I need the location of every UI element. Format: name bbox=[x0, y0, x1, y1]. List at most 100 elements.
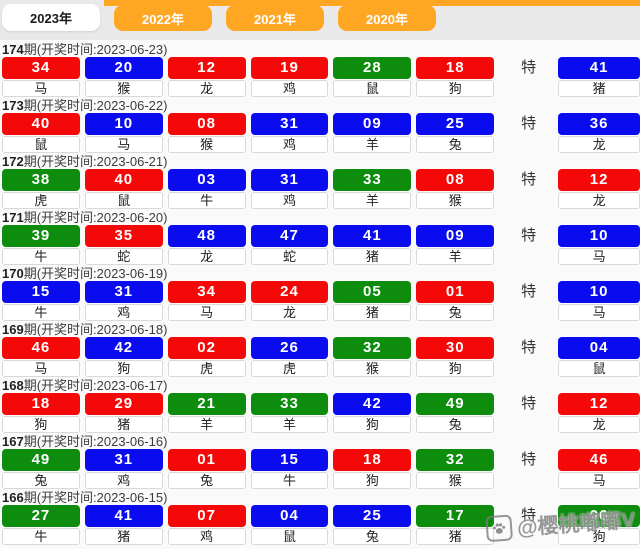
ball-column: 31 鸡 bbox=[250, 113, 329, 153]
number-ball: 42 bbox=[84, 337, 163, 359]
period-number: 172 bbox=[2, 154, 24, 169]
number-ball: 17 bbox=[416, 505, 495, 527]
zodiac-label: 兔 bbox=[416, 416, 495, 433]
ball-column: 35 蛇 bbox=[84, 225, 163, 265]
ball-column: 48 龙 bbox=[167, 225, 246, 265]
ball-column: 12 龙 bbox=[167, 57, 246, 97]
draw-block: 166期(开奖时间:2023-06-15) 27 牛 41 猪 07 鸡 04 … bbox=[2, 489, 640, 545]
draw-header: 167期(开奖时间:2023-06-16) bbox=[2, 435, 640, 448]
special-ball-column: 10 马 bbox=[558, 281, 640, 321]
zodiac-label: 龙 bbox=[558, 416, 640, 433]
number-ball: 04 bbox=[558, 337, 640, 359]
ball-column: 08 猴 bbox=[416, 169, 495, 209]
number-ball: 18 bbox=[333, 449, 412, 471]
special-separator-label: 特 bbox=[521, 451, 537, 468]
year-tab-2021[interactable]: 2021年 bbox=[226, 5, 324, 31]
number-ball: 09 bbox=[416, 225, 495, 247]
ball-column: 49 兔 bbox=[416, 393, 495, 433]
zodiac-label: 龙 bbox=[558, 192, 640, 209]
zodiac-label: 马 bbox=[558, 472, 640, 489]
zodiac-label: 牛 bbox=[2, 248, 80, 265]
zodiac-label: 猴 bbox=[84, 80, 163, 97]
top-accent-strip bbox=[104, 0, 640, 6]
draw-time: 期(开奖时间:2023-06-23) bbox=[23, 42, 168, 57]
number-ball: 20 bbox=[84, 57, 163, 79]
period-number: 166 bbox=[2, 490, 24, 505]
number-ball: 12 bbox=[167, 57, 246, 79]
ball-column: 40 鼠 bbox=[84, 169, 163, 209]
zodiac-label: 龙 bbox=[558, 136, 640, 153]
zodiac-label: 虎 bbox=[167, 360, 246, 377]
number-ball: 49 bbox=[2, 449, 80, 471]
number-ball: 01 bbox=[416, 281, 495, 303]
draw-time: 期(开奖时间:2023-06-17) bbox=[23, 378, 168, 393]
ball-column: 31 鸡 bbox=[84, 281, 163, 321]
year-tab-2020[interactable]: 2020年 bbox=[338, 5, 436, 31]
number-ball: 33 bbox=[333, 169, 412, 191]
zodiac-label: 猪 bbox=[558, 80, 640, 97]
special-separator-label: 特 bbox=[521, 171, 537, 188]
ball-column: 19 鸡 bbox=[250, 57, 329, 97]
zodiac-label: 狗 bbox=[333, 472, 412, 489]
zodiac-label: 鼠 bbox=[2, 136, 80, 153]
number-ball: 06 bbox=[558, 505, 640, 527]
zodiac-label: 兔 bbox=[167, 472, 246, 489]
draw-block: 169期(开奖时间:2023-06-18) 46 马 42 狗 02 虎 26 … bbox=[2, 321, 640, 377]
zodiac-label: 牛 bbox=[250, 472, 329, 489]
special-separator-label: 特 bbox=[521, 227, 537, 244]
special-ball-column: 12 龙 bbox=[558, 169, 640, 209]
number-ball: 31 bbox=[250, 169, 329, 191]
ball-column: 29 猪 bbox=[84, 393, 163, 433]
year-tab-2023[interactable]: 2023年 bbox=[2, 4, 100, 31]
number-ball: 27 bbox=[2, 505, 80, 527]
number-ball: 48 bbox=[167, 225, 246, 247]
number-ball: 04 bbox=[250, 505, 329, 527]
zodiac-label: 猪 bbox=[333, 248, 412, 265]
draw-time: 期(开奖时间:2023-06-15) bbox=[23, 490, 168, 505]
zodiac-label: 狗 bbox=[558, 528, 640, 545]
draw-time: 期(开奖时间:2023-06-16) bbox=[23, 434, 168, 449]
number-ball: 46 bbox=[558, 449, 640, 471]
zodiac-label: 羊 bbox=[333, 192, 412, 209]
number-ball: 12 bbox=[558, 169, 640, 191]
draw-results-list: 174期(开奖时间:2023-06-23) 34 马 20 猴 12 龙 19 … bbox=[0, 40, 640, 545]
ball-column: 30 狗 bbox=[416, 337, 495, 377]
number-ball: 28 bbox=[333, 57, 412, 79]
number-ball: 25 bbox=[416, 113, 495, 135]
special-separator-label: 特 bbox=[521, 507, 537, 524]
number-ball: 10 bbox=[558, 281, 640, 303]
draw-block: 168期(开奖时间:2023-06-17) 18 狗 29 猪 21 羊 33 … bbox=[2, 377, 640, 433]
draw-header: 171期(开奖时间:2023-06-20) bbox=[2, 211, 640, 224]
zodiac-label: 羊 bbox=[167, 416, 246, 433]
number-ball: 33 bbox=[250, 393, 329, 415]
zodiac-label: 马 bbox=[2, 360, 80, 377]
ball-column: 03 牛 bbox=[167, 169, 246, 209]
special-separator-label: 特 bbox=[521, 283, 537, 300]
number-ball: 18 bbox=[416, 57, 495, 79]
number-ball: 42 bbox=[333, 393, 412, 415]
ball-column: 41 猪 bbox=[84, 505, 163, 545]
draw-time: 期(开奖时间:2023-06-22) bbox=[23, 98, 168, 113]
zodiac-label: 鸡 bbox=[167, 528, 246, 545]
ball-column: 08 猴 bbox=[167, 113, 246, 153]
period-number: 173 bbox=[2, 98, 24, 113]
number-ball: 08 bbox=[167, 113, 246, 135]
zodiac-label: 马 bbox=[2, 80, 80, 97]
ball-column: 34 马 bbox=[167, 281, 246, 321]
number-ball: 05 bbox=[333, 281, 412, 303]
ball-column: 04 鼠 bbox=[250, 505, 329, 545]
draw-header: 170期(开奖时间:2023-06-19) bbox=[2, 267, 640, 280]
draw-block: 171期(开奖时间:2023-06-20) 39 牛 35 蛇 48 龙 47 … bbox=[2, 209, 640, 265]
zodiac-label: 狗 bbox=[84, 360, 163, 377]
ball-column: 31 鸡 bbox=[84, 449, 163, 489]
ball-column: 21 羊 bbox=[167, 393, 246, 433]
ball-column: 18 狗 bbox=[2, 393, 80, 433]
ball-column: 49 兔 bbox=[2, 449, 80, 489]
ball-column: 26 虎 bbox=[250, 337, 329, 377]
year-tab-2022[interactable]: 2022年 bbox=[114, 5, 212, 31]
draw-row: 38 虎 40 鼠 03 牛 31 鸡 33 羊 08 猴 特 12 龙 bbox=[2, 169, 640, 209]
ball-column: 42 狗 bbox=[84, 337, 163, 377]
special-ball-column: 10 马 bbox=[558, 225, 640, 265]
draw-row: 46 马 42 狗 02 虎 26 虎 32 猴 30 狗 特 04 鼠 bbox=[2, 337, 640, 377]
zodiac-label: 羊 bbox=[416, 248, 495, 265]
